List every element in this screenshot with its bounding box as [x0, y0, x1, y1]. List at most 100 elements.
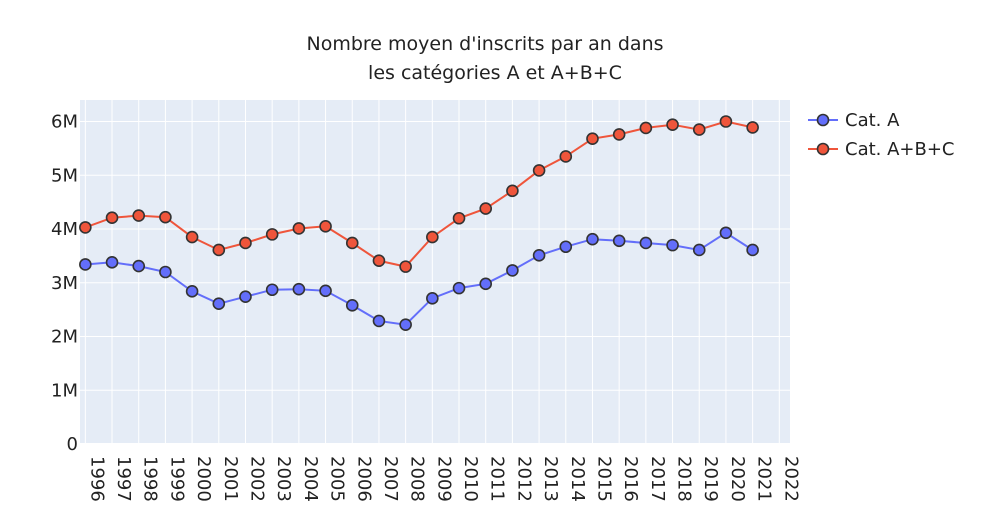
data-point: [452, 281, 466, 295]
data-point: [185, 285, 199, 298]
data-point: [666, 118, 679, 132]
x-tick-label: 2007: [380, 456, 401, 502]
x-tick-label: 2004: [300, 456, 321, 502]
series-group: [79, 115, 759, 331]
data-point: [105, 256, 119, 269]
data-point: [532, 249, 546, 262]
data-point: [132, 209, 146, 222]
x-tick-label: 2001: [220, 456, 241, 502]
data-point: [586, 132, 599, 145]
y-tick-label: 3M: [51, 273, 78, 294]
data-point: [479, 277, 493, 291]
y-tick-label: 1M: [51, 380, 78, 401]
chart-title: Nombre moyen d'inscrits par an dans les …: [306, 33, 663, 84]
data-point: [559, 240, 573, 254]
data-point: [132, 259, 146, 273]
data-point: [746, 121, 759, 134]
x-tick-label: 1996: [86, 456, 107, 502]
data-point: [399, 318, 412, 331]
data-point: [586, 232, 599, 246]
chart-title-line-2: les catégories A et A+B+C: [368, 62, 622, 84]
data-point: [239, 290, 252, 304]
x-tick-label: 2002: [246, 456, 267, 502]
x-tick-label: 2015: [593, 456, 614, 502]
data-point: [265, 283, 279, 297]
y-tick-label: 0: [67, 434, 78, 455]
data-point: [185, 230, 199, 244]
x-tick-label: 2000: [193, 456, 214, 502]
legend-label: Cat. A+B+C: [845, 139, 955, 160]
data-point: [79, 221, 92, 234]
y-tick-label: 6M: [51, 112, 78, 133]
x-tick-label: 2008: [407, 456, 428, 502]
data-point: [692, 123, 706, 136]
legend[interactable]: Cat. A Cat. A+B+C: [808, 110, 955, 160]
data-point: [212, 243, 226, 257]
y-tick-label: 2M: [51, 327, 78, 348]
x-tick-label: 2009: [433, 456, 454, 502]
x-tick-label: 1997: [113, 456, 134, 502]
data-point: [426, 292, 439, 305]
legend-item-0[interactable]: Cat. A: [808, 110, 900, 131]
data-point: [345, 236, 359, 250]
x-tick-label: 1998: [140, 456, 161, 502]
y-tick-label: 5M: [51, 165, 78, 186]
x-tick-label: 2011: [487, 456, 508, 502]
data-point: [639, 236, 653, 250]
legend-marker: [816, 142, 830, 156]
chart-title-line-1: Nombre moyen d'inscrits par an dans: [306, 33, 663, 55]
grid-lines: [80, 100, 790, 445]
data-point: [159, 265, 172, 279]
data-point: [265, 228, 279, 241]
x-tick-label: 2003: [273, 456, 294, 502]
x-tick-label: 2018: [674, 456, 695, 502]
data-point: [452, 211, 466, 225]
x-tick-label: 2013: [540, 456, 561, 502]
y-tick-label: 4M: [51, 219, 78, 240]
data-point: [319, 284, 332, 298]
data-point: [372, 254, 386, 268]
data-point: [612, 128, 626, 141]
x-tick-label: 2022: [780, 456, 801, 502]
data-point: [719, 226, 733, 240]
data-point: [105, 211, 119, 225]
data-point: [399, 260, 412, 273]
x-tick-label: 2014: [567, 456, 588, 502]
x-axis-tick-labels: 1996 1997 1998 1999 2000 2001 2002 2003 2004 2005…: [86, 456, 801, 502]
legend-item-1[interactable]: Cat. A+B+C: [808, 139, 955, 160]
data-point: [345, 299, 359, 312]
data-point: [159, 210, 172, 224]
data-point: [292, 222, 306, 235]
data-point: [692, 243, 706, 257]
data-point: [639, 121, 653, 135]
data-point: [532, 164, 546, 177]
plot-area: [80, 100, 790, 444]
x-tick-label: 2019: [700, 456, 721, 502]
data-point: [239, 236, 252, 250]
data-point: [292, 282, 306, 296]
x-tick-label: 2020: [727, 456, 748, 502]
data-point: [719, 115, 733, 128]
x-tick-label: 1999: [166, 456, 187, 502]
x-tick-label: 2017: [647, 456, 668, 502]
y-axis-tick-labels: 0 1M 2M 3M 4M 5M 6M: [51, 112, 78, 456]
data-point: [559, 150, 573, 163]
data-point: [746, 243, 759, 257]
data-point: [612, 234, 626, 248]
data-point: [666, 238, 679, 252]
data-point: [372, 314, 386, 328]
x-tick-label: 2006: [353, 456, 374, 502]
data-point: [319, 220, 332, 233]
x-tick-label: 2005: [327, 456, 348, 502]
data-point: [479, 202, 493, 215]
data-point: [506, 264, 519, 277]
legend-label: Cat. A: [845, 110, 900, 131]
data-point: [79, 258, 92, 271]
data-point: [212, 297, 226, 311]
legend-marker: [816, 113, 830, 127]
x-tick-label: 2021: [754, 456, 775, 502]
x-tick-label: 2012: [513, 456, 534, 502]
x-tick-label: 2010: [460, 456, 481, 502]
x-tick-label: 2016: [620, 456, 641, 502]
